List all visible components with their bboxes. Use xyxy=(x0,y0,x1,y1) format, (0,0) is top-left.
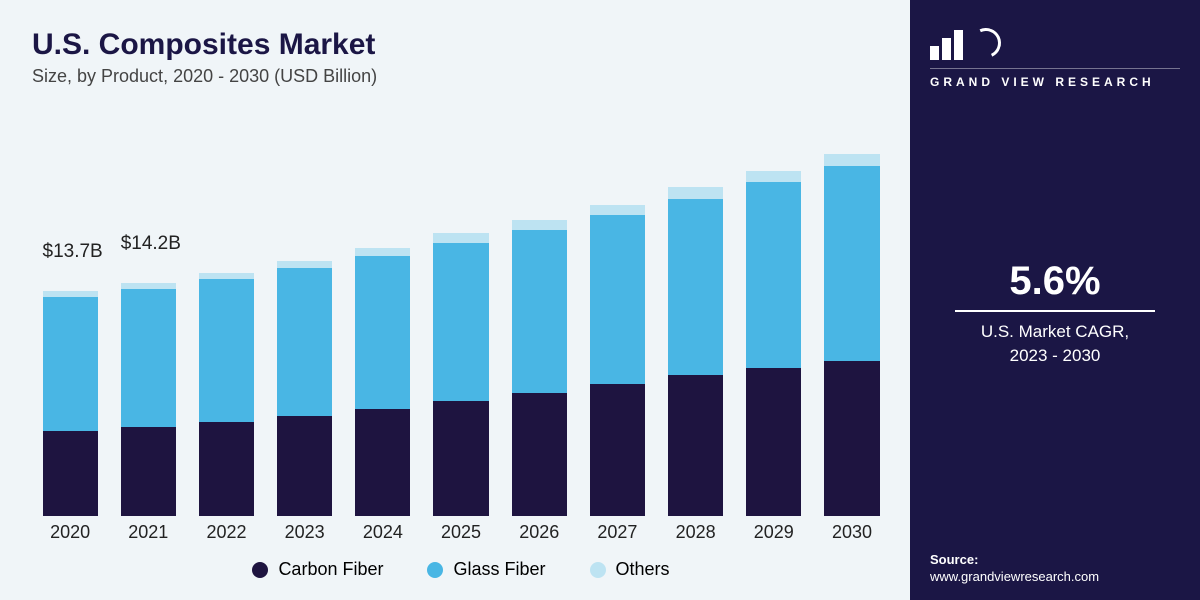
x-tick: 2028 xyxy=(664,522,728,543)
legend-swatch-icon xyxy=(590,562,606,578)
bar-segment xyxy=(590,205,645,215)
bar-segment xyxy=(746,182,801,368)
x-tick: 2021 xyxy=(116,522,180,543)
bar-group xyxy=(273,261,337,516)
source-block: Source: www.grandviewresearch.com xyxy=(930,552,1180,584)
bar-segment xyxy=(199,422,254,516)
bar-group xyxy=(585,205,649,516)
cagr-label-1: U.S. Market CAGR, xyxy=(930,320,1180,344)
legend-label: Others xyxy=(616,559,670,580)
x-tick: 2022 xyxy=(194,522,258,543)
bar-segment xyxy=(746,368,801,516)
side-panel: GRAND VIEW RESEARCH 5.6% U.S. Market CAG… xyxy=(910,0,1200,600)
legend-item: Others xyxy=(590,559,670,580)
logo-bars-icon xyxy=(930,26,963,60)
bar-segment xyxy=(590,215,645,384)
chart-panel: U.S. Composites Market Size, by Product,… xyxy=(0,0,910,600)
brand-block: GRAND VIEW RESEARCH xyxy=(930,26,1180,89)
x-axis: 2020 2021 2022 2023 2024 2025 2026 2027 2028 2029… xyxy=(32,516,890,543)
bar xyxy=(512,220,567,516)
bar xyxy=(590,205,645,516)
bar xyxy=(824,154,879,516)
cagr-block: 5.6% U.S. Market CAGR, 2023 - 2030 xyxy=(930,259,1180,368)
chart-title: U.S. Composites Market xyxy=(32,28,890,62)
x-tick: 2029 xyxy=(742,522,806,543)
bar-group xyxy=(351,248,415,516)
bar: $13.7B xyxy=(43,291,98,516)
plot-area: $13.7B$14.2B 202020212022202320242025202… xyxy=(32,107,890,543)
bar-segment xyxy=(277,268,332,416)
bar-segment xyxy=(199,279,254,422)
legend-item: Carbon Fiber xyxy=(252,559,383,580)
cagr-divider xyxy=(955,310,1155,312)
x-tick: 2023 xyxy=(273,522,337,543)
bar-segment xyxy=(746,171,801,183)
bar-segment xyxy=(433,233,488,243)
bar-segment xyxy=(433,401,488,516)
logo-arc-icon xyxy=(967,24,1005,62)
bar-segment xyxy=(355,409,410,516)
source-label: Source: xyxy=(930,552,1180,567)
x-tick: 2024 xyxy=(351,522,415,543)
legend-swatch-icon xyxy=(252,562,268,578)
bar-group xyxy=(507,220,571,516)
legend: Carbon Fiber Glass Fiber Others xyxy=(32,559,890,580)
bar: $14.2B xyxy=(121,283,176,516)
bar-segment xyxy=(668,199,723,375)
bar-segment xyxy=(43,297,98,430)
bar xyxy=(746,171,801,516)
bar-segment xyxy=(433,243,488,401)
bar-group xyxy=(429,233,493,516)
x-tick: 2025 xyxy=(429,522,493,543)
bar-group xyxy=(742,171,806,516)
bar-segment xyxy=(668,187,723,199)
bar xyxy=(277,261,332,516)
bar-plot: $13.7B $14.2B xyxy=(32,107,890,516)
bar-segment xyxy=(824,166,879,362)
bar-group xyxy=(664,187,728,516)
legend-label: Carbon Fiber xyxy=(278,559,383,580)
x-tick: 2020 xyxy=(38,522,102,543)
bar-segment xyxy=(355,256,410,409)
bar-segment xyxy=(824,361,879,516)
x-tick: 2027 xyxy=(585,522,649,543)
x-tick: 2026 xyxy=(507,522,571,543)
legend-swatch-icon xyxy=(427,562,443,578)
bar-segment xyxy=(590,384,645,516)
chart-subtitle: Size, by Product, 2020 - 2030 (USD Billi… xyxy=(32,66,890,87)
bar xyxy=(668,187,723,516)
brand-logo xyxy=(930,26,1180,60)
bar-value-label: $13.7B xyxy=(43,241,103,263)
bar-segment xyxy=(121,289,176,427)
bar-segment xyxy=(512,230,567,393)
bar-group: $13.7B xyxy=(38,291,102,516)
bar xyxy=(355,248,410,516)
bar-segment xyxy=(121,427,176,516)
source-url: www.grandviewresearch.com xyxy=(930,569,1180,584)
bar-group xyxy=(194,273,258,516)
cagr-label-2: 2023 - 2030 xyxy=(930,344,1180,368)
bar-segment xyxy=(512,393,567,516)
x-tick: 2030 xyxy=(820,522,884,543)
bar xyxy=(199,273,254,516)
bar-segment xyxy=(512,220,567,230)
cagr-value: 5.6% xyxy=(930,259,1180,304)
legend-label: Glass Fiber xyxy=(453,559,545,580)
bar-segment xyxy=(668,375,723,516)
bar-segment xyxy=(43,431,98,517)
brand-name: GRAND VIEW RESEARCH xyxy=(930,68,1180,89)
bar-segment xyxy=(824,154,879,166)
legend-item: Glass Fiber xyxy=(427,559,545,580)
bar-segment xyxy=(355,248,410,256)
bar-segment xyxy=(277,416,332,516)
bar-group xyxy=(820,154,884,516)
bar xyxy=(433,233,488,516)
bar-group: $14.2B xyxy=(116,283,180,516)
bar-value-label: $14.2B xyxy=(121,233,181,255)
